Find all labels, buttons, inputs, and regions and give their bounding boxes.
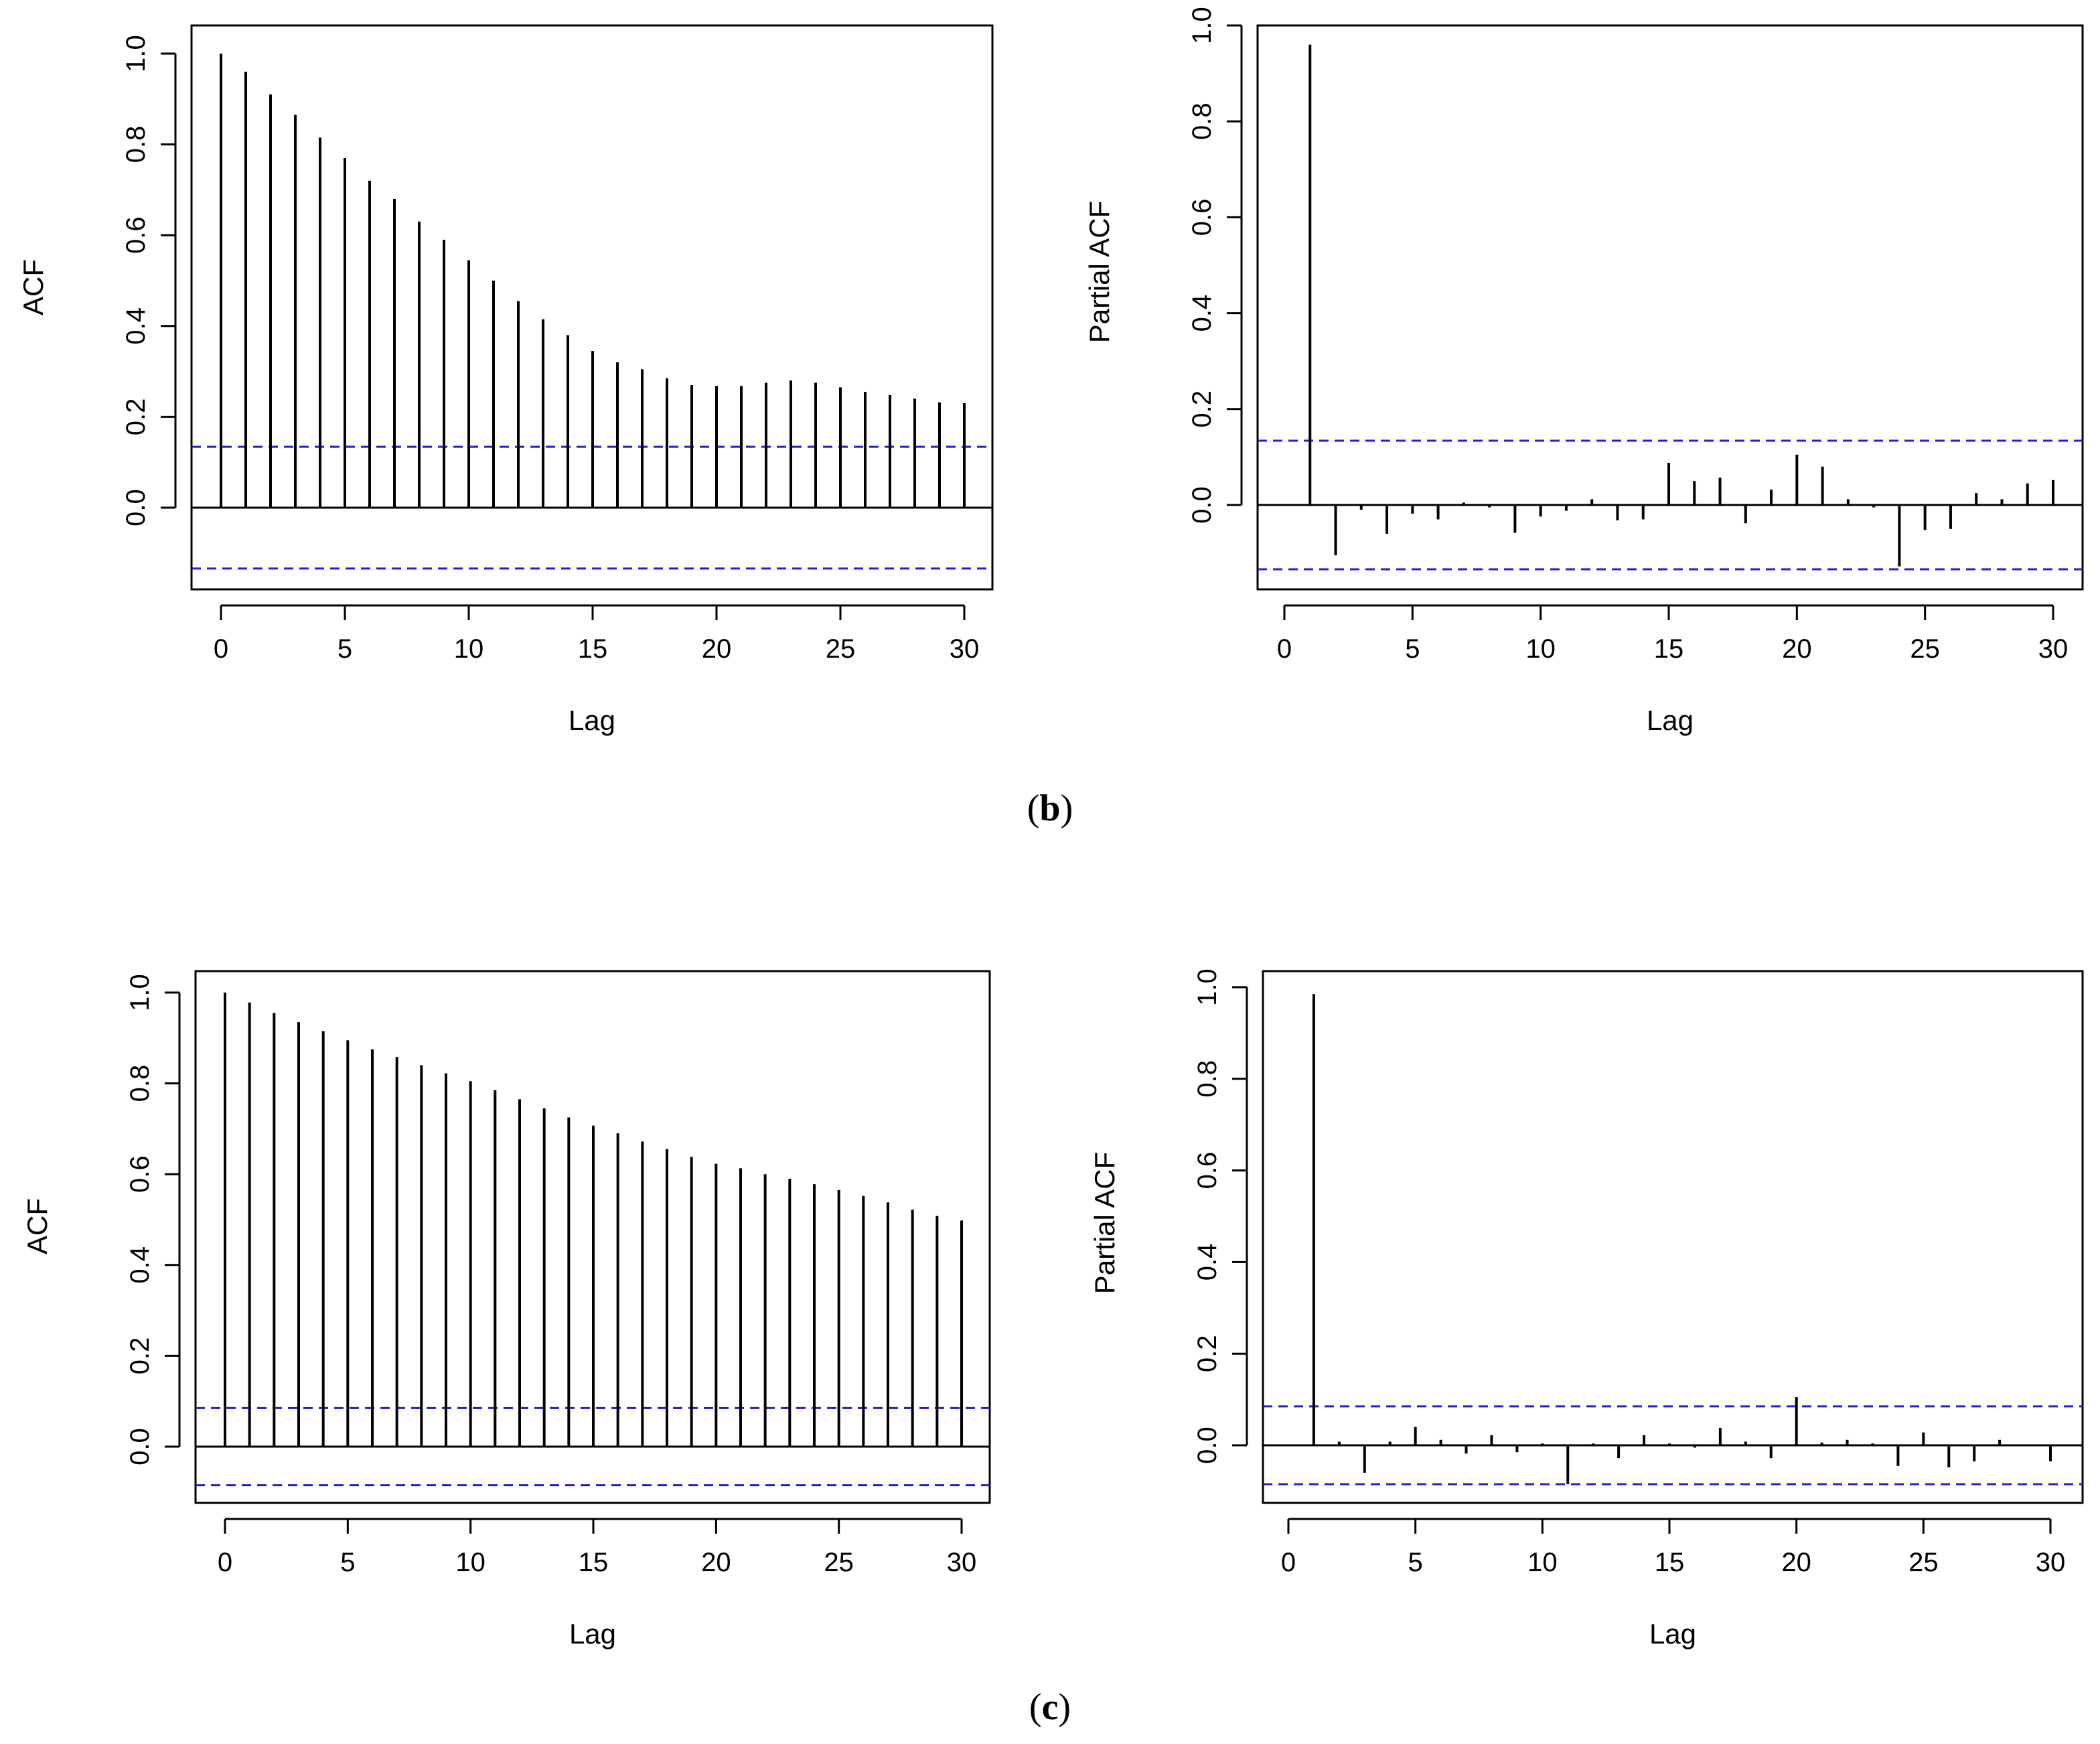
b-acf-x-tick-label-0: 0 <box>214 634 228 664</box>
c-pacf-plot-frame <box>1262 970 2084 1504</box>
b-acf-x-tick-label-20: 20 <box>702 634 732 664</box>
b-pacf-y-tick-label-3: 0.6 <box>1187 199 1217 236</box>
caption-b-open: ( <box>1027 788 1040 829</box>
c-pacf-x-tick-label-30: 30 <box>2036 1548 2066 1577</box>
c-pacf-x-axis-label: Lag <box>1649 1618 1696 1650</box>
c-acf-x-axis-label: Lag <box>569 1618 616 1650</box>
caption-c-open: ( <box>1029 1686 1042 1728</box>
b-pacf-y-tick-label-5: 1.0 <box>1187 7 1217 44</box>
c-acf-y-tick-label-5: 1.0 <box>125 974 155 1011</box>
b-pacf-x-tick-label-25: 25 <box>1910 634 1940 664</box>
b-acf-x-axis-label: Lag <box>569 705 615 736</box>
c-pacf-x-tick-label-10: 10 <box>1527 1548 1558 1577</box>
c-acf-y-tick-label-3: 0.6 <box>125 1155 155 1193</box>
b-pacf-y-axis-label: Partial ACF <box>1083 201 1115 343</box>
caption-c-letter: c <box>1041 1686 1059 1728</box>
b-pacf-y-tick-label-0: 0.0 <box>1187 486 1217 524</box>
caption-b-close: ) <box>1060 788 1073 829</box>
b-pacf-x-axis-label: Lag <box>1647 705 1694 736</box>
b-pacf-y-tick-label-1: 0.2 <box>1187 390 1217 428</box>
b-acf-y-axis-label: ACF <box>17 259 49 315</box>
c-pacf-y-tick-label-4: 0.8 <box>1193 1060 1222 1098</box>
c-pacf-y-tick-label-0: 0.0 <box>1193 1427 1222 1464</box>
b-pacf-plot-frame <box>1256 24 2084 591</box>
b-pacf-y-tick-label-4: 0.8 <box>1187 102 1217 140</box>
c-pacf-x-tick-label-25: 25 <box>1908 1548 1939 1577</box>
c-acf-x-tick-label-10: 10 <box>455 1548 485 1577</box>
caption-c: (c) <box>0 1686 2100 1729</box>
c-pacf-y-tick-label-5: 1.0 <box>1193 968 1222 1006</box>
c-acf-x-tick-label-30: 30 <box>947 1548 977 1577</box>
c-acf-y-tick-label-0: 0.0 <box>125 1428 155 1465</box>
b-acf-x-tick-label-15: 15 <box>578 634 608 664</box>
b-acf-plot-frame <box>190 24 994 591</box>
c-acf-x-tick-label-25: 25 <box>824 1548 854 1577</box>
c-acf-x-tick-label-20: 20 <box>701 1548 731 1577</box>
c-acf-plot-frame <box>194 970 991 1504</box>
b-pacf-x-tick-label-10: 10 <box>1525 634 1556 664</box>
b-acf-y-tick-label-5: 1.0 <box>121 35 151 72</box>
caption-c-close: ) <box>1058 1686 1071 1728</box>
b-acf-x-tick-label-25: 25 <box>826 634 856 664</box>
c-pacf-y-axis-label: Partial ACF <box>1089 1152 1120 1294</box>
c-pacf-y-tick-label-2: 0.4 <box>1193 1244 1222 1281</box>
b-pacf-x-tick-label-0: 0 <box>1277 634 1292 664</box>
b-acf-x-tick-label-30: 30 <box>950 634 980 664</box>
b-pacf-x-tick-label-20: 20 <box>1782 634 1812 664</box>
b-pacf-y-tick-label-2: 0.4 <box>1187 295 1217 332</box>
caption-b-letter: b <box>1039 788 1061 829</box>
c-pacf-x-tick-label-20: 20 <box>1781 1548 1811 1577</box>
c-acf-x-tick-label-15: 15 <box>579 1548 609 1577</box>
c-acf-y-tick-label-4: 0.8 <box>125 1065 155 1102</box>
b-pacf-x-tick-label-5: 5 <box>1405 634 1420 664</box>
c-pacf-y-tick-label-3: 0.6 <box>1193 1152 1222 1189</box>
c-pacf-x-tick-label-5: 5 <box>1408 1548 1423 1577</box>
b-acf-y-tick-label-1: 0.2 <box>121 398 151 436</box>
b-acf-y-tick-label-0: 0.0 <box>121 489 151 526</box>
c-acf-y-axis-label: ACF <box>21 1198 53 1254</box>
c-acf-y-tick-label-1: 0.2 <box>125 1337 155 1375</box>
b-acf-y-tick-label-4: 0.8 <box>121 126 151 163</box>
c-acf-y-tick-label-2: 0.4 <box>125 1246 155 1284</box>
b-acf-y-tick-label-3: 0.6 <box>121 216 151 254</box>
caption-b: (b) <box>0 787 2100 830</box>
b-acf-x-tick-label-10: 10 <box>454 634 484 664</box>
b-pacf-x-tick-label-15: 15 <box>1654 634 1684 664</box>
c-acf-x-tick-label-0: 0 <box>218 1548 232 1577</box>
c-pacf-x-tick-label-15: 15 <box>1655 1548 1685 1577</box>
b-acf-y-tick-label-2: 0.4 <box>121 307 151 345</box>
b-pacf-x-tick-label-30: 30 <box>2038 634 2069 664</box>
c-acf-x-tick-label-5: 5 <box>340 1548 355 1577</box>
b-acf-x-tick-label-5: 5 <box>338 634 352 664</box>
c-pacf-y-tick-label-1: 0.2 <box>1193 1335 1222 1372</box>
c-pacf-x-tick-label-0: 0 <box>1281 1548 1296 1577</box>
